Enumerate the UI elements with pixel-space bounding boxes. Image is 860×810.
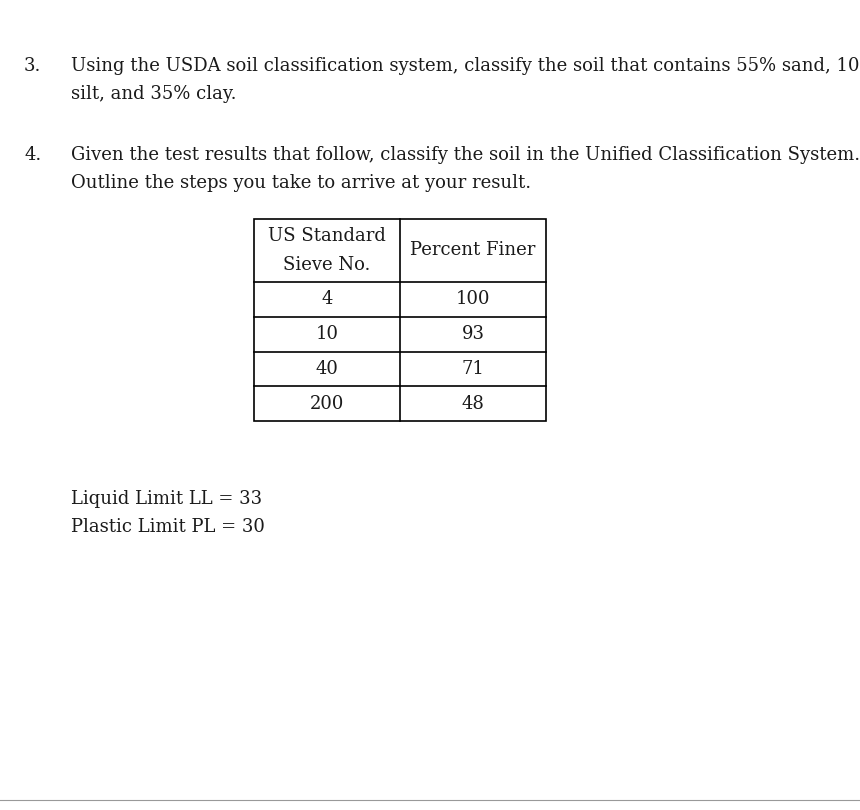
Text: 40: 40 — [316, 360, 338, 378]
Text: 10: 10 — [316, 325, 338, 343]
Text: US Standard: US Standard — [267, 227, 386, 245]
Text: silt, and 35% clay.: silt, and 35% clay. — [71, 85, 236, 103]
Text: 100: 100 — [456, 290, 490, 309]
Text: 71: 71 — [462, 360, 484, 378]
Text: Percent Finer: Percent Finer — [410, 241, 536, 259]
Text: 4.: 4. — [24, 146, 41, 164]
Text: 200: 200 — [310, 394, 344, 413]
Text: Sieve No.: Sieve No. — [283, 256, 371, 274]
Text: Given the test results that follow, classify the soil in the Unified Classificat: Given the test results that follow, clas… — [71, 146, 860, 164]
Text: 3.: 3. — [24, 57, 41, 75]
Text: Liquid Limit LL = 33: Liquid Limit LL = 33 — [71, 490, 261, 508]
Text: 48: 48 — [462, 394, 484, 413]
Text: 93: 93 — [462, 325, 484, 343]
Text: Outline the steps you take to arrive at your result.: Outline the steps you take to arrive at … — [71, 174, 531, 192]
Text: Plastic Limit PL = 30: Plastic Limit PL = 30 — [71, 518, 264, 536]
Text: Using the USDA soil classification system, classify the soil that contains 55% s: Using the USDA soil classification syste… — [71, 57, 860, 75]
Bar — [254, 219, 546, 421]
Text: 4: 4 — [321, 290, 333, 309]
